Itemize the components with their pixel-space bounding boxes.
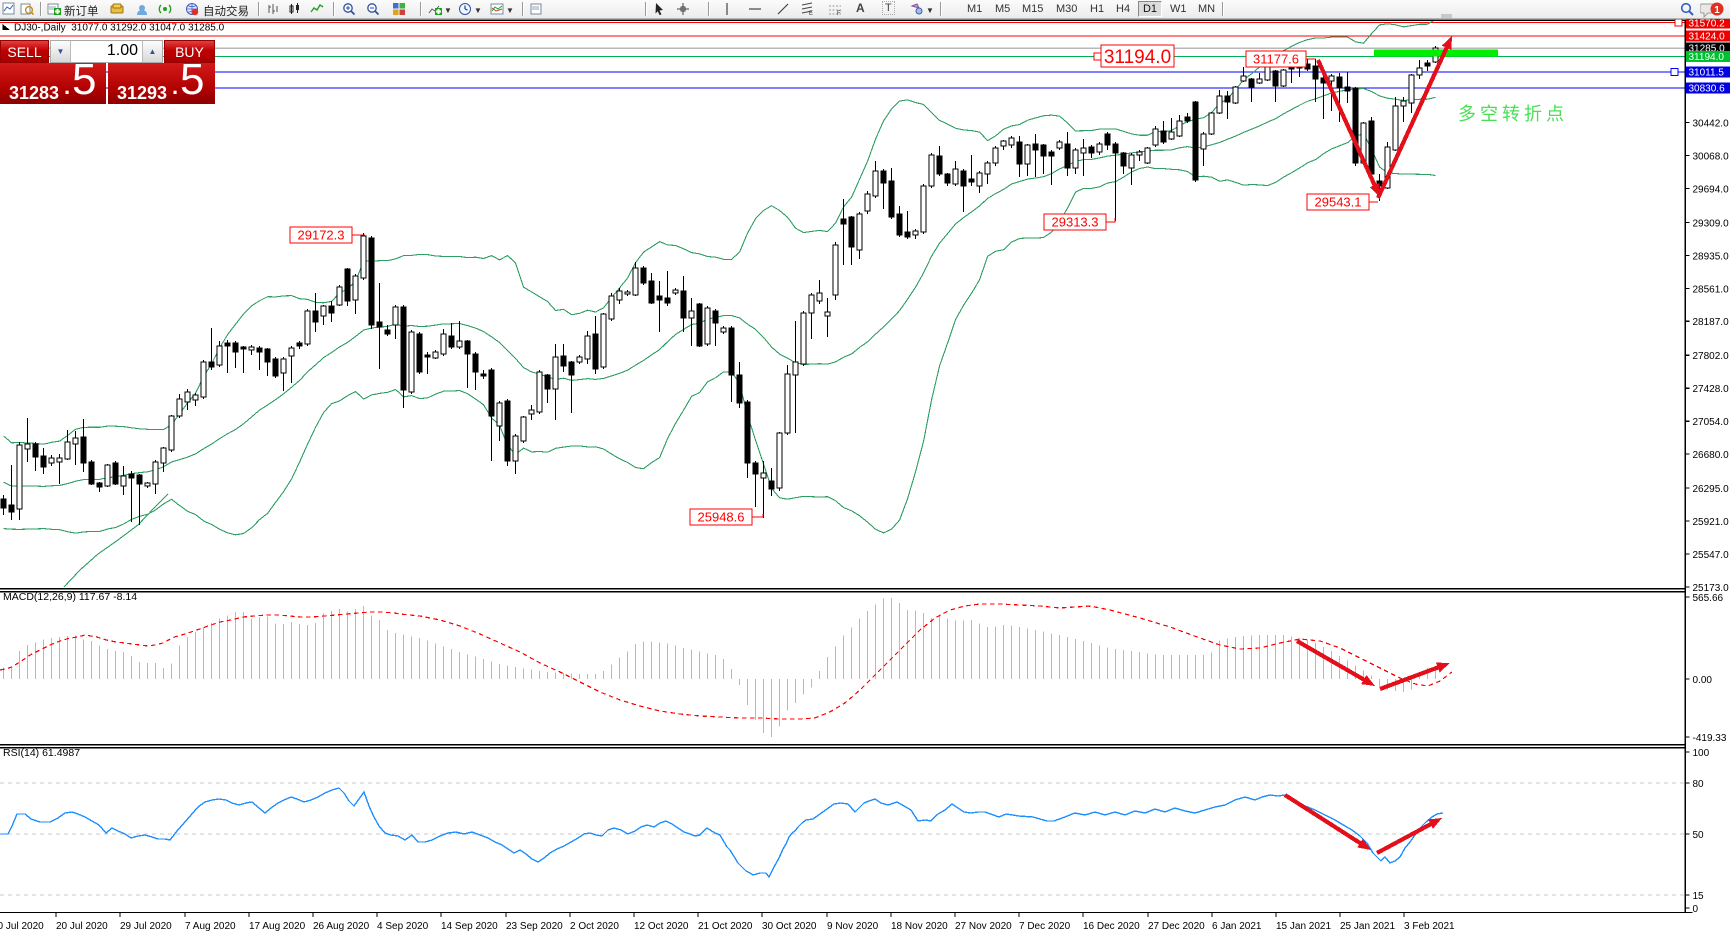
svg-text:31285.0: 31285.0 [1689,44,1726,55]
svg-text:21 Oct 2020: 21 Oct 2020 [698,921,753,932]
svg-text:27 Dec 2020: 27 Dec 2020 [1148,921,1205,932]
svg-text:7 Dec 2020: 7 Dec 2020 [1019,921,1071,932]
svg-text:30 Oct 2020: 30 Oct 2020 [762,921,817,932]
svg-text:31194.0: 31194.0 [1104,47,1171,68]
svg-text:31177.6: 31177.6 [1253,52,1299,67]
svg-text:12 Oct 2020: 12 Oct 2020 [634,921,689,932]
svg-text:31570.2: 31570.2 [1689,18,1726,29]
svg-text:29313.3: 29313.3 [1052,215,1099,230]
svg-text:0.00: 0.00 [1693,675,1713,686]
svg-text:20 Jul 2020: 20 Jul 2020 [56,921,108,932]
svg-text:27 Nov 2020: 27 Nov 2020 [955,921,1012,932]
svg-text:100: 100 [1693,748,1710,759]
svg-text:2 Oct 2020: 2 Oct 2020 [570,921,619,932]
svg-text:0: 0 [1693,904,1699,915]
svg-text:17 Aug 2020: 17 Aug 2020 [249,921,306,932]
svg-text:27054.0: 27054.0 [1693,417,1730,428]
svg-text:E: E [809,11,813,16]
svg-text:31424.0: 31424.0 [1689,32,1726,43]
svg-text:DJ30-,Daily 31077.0 31292.0 3: DJ30-,Daily 31077.0 31292.0 31047.0 3128… [14,23,225,34]
svg-text:29694.0: 29694.0 [1693,184,1730,195]
svg-text:25173.0: 25173.0 [1693,583,1730,594]
svg-text:7 Aug 2020: 7 Aug 2020 [185,921,236,932]
svg-text:50: 50 [1693,830,1705,841]
svg-text:F: F [837,11,841,16]
svg-text:RSI(14) 61.4987: RSI(14) 61.4987 [3,747,80,759]
svg-text:14 Sep 2020: 14 Sep 2020 [441,921,498,932]
svg-text:-419.33: -419.33 [1693,733,1727,744]
svg-text:27802.0: 27802.0 [1693,351,1730,362]
svg-text:29 Jul 2020: 29 Jul 2020 [120,921,172,932]
svg-text:30830.6: 30830.6 [1689,84,1726,95]
svg-text:15 Jan 2021: 15 Jan 2021 [1276,921,1331,932]
svg-text:80: 80 [1693,779,1705,790]
svg-text:27428.0: 27428.0 [1693,384,1730,395]
svg-text:29309.0: 29309.0 [1693,218,1730,229]
svg-text:25547.0: 25547.0 [1693,550,1730,561]
svg-text:18 Nov 2020: 18 Nov 2020 [891,921,948,932]
svg-text:565.66: 565.66 [1693,593,1724,604]
svg-text:31011.5: 31011.5 [1689,68,1725,79]
svg-text:28187.0: 28187.0 [1693,317,1730,328]
svg-text:25948.6: 25948.6 [698,510,745,525]
svg-text:9 Nov 2020: 9 Nov 2020 [827,921,879,932]
svg-text:3 Feb 2021: 3 Feb 2021 [1404,921,1455,932]
svg-text:16 Dec 2020: 16 Dec 2020 [1083,921,1140,932]
svg-text:28561.0: 28561.0 [1693,284,1730,295]
svg-text:多空转折点: 多空转折点 [1458,104,1568,124]
svg-text:10 Jul 2020: 10 Jul 2020 [0,921,44,932]
svg-text:15: 15 [1693,891,1705,902]
svg-text:1: 1 [1714,5,1720,16]
svg-text:28935.0: 28935.0 [1693,251,1730,262]
svg-text:30442.0: 30442.0 [1693,118,1730,129]
svg-text:25 Jan 2021: 25 Jan 2021 [1340,921,1395,932]
svg-text:29543.1: 29543.1 [1315,195,1362,210]
svg-text:26295.0: 26295.0 [1693,484,1730,495]
svg-text:23 Sep 2020: 23 Sep 2020 [506,921,563,932]
svg-text:30068.0: 30068.0 [1693,151,1730,162]
svg-text:29172.3: 29172.3 [298,228,345,243]
svg-text:MACD(12,26,9) 117.67 -8.14: MACD(12,26,9) 117.67 -8.14 [3,591,137,603]
svg-text:31194.0: 31194.0 [1689,52,1725,63]
svg-text:6 Jan 2021: 6 Jan 2021 [1212,921,1262,932]
svg-text:4 Sep 2020: 4 Sep 2020 [377,921,429,932]
svg-text:26 Aug 2020: 26 Aug 2020 [313,921,370,932]
svg-text:26680.0: 26680.0 [1693,450,1730,461]
svg-text:25921.0: 25921.0 [1693,517,1730,528]
